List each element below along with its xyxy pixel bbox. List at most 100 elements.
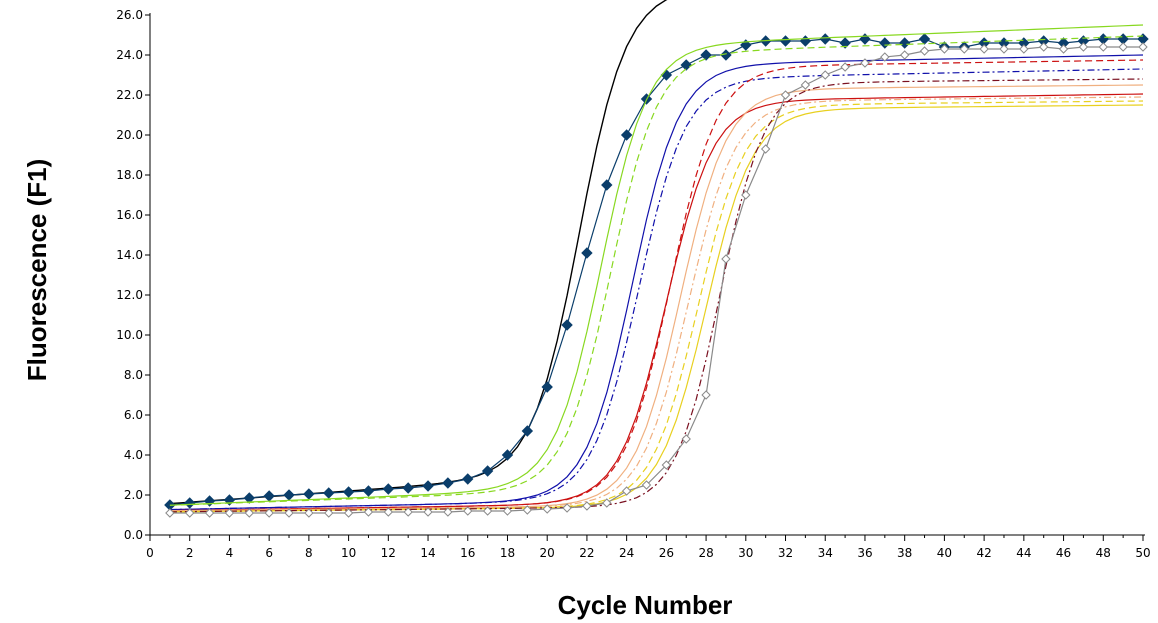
series-14-marker: [602, 498, 612, 508]
series-14-marker: [165, 508, 175, 518]
series-14-marker: [542, 504, 552, 514]
series-2-marker: [422, 480, 434, 492]
series-14-marker: [204, 508, 215, 518]
series-14-marker: [899, 50, 910, 60]
series-2-marker: [601, 179, 613, 191]
series-2-marker: [442, 477, 454, 489]
series-2-marker: [501, 449, 514, 461]
series-2-marker: [323, 487, 335, 499]
series-14-marker: [760, 144, 771, 154]
y-tick-label: 2.0: [124, 488, 143, 502]
series-14-marker: [343, 508, 354, 518]
series-14-marker: [1038, 42, 1049, 52]
x-tick-label: 12: [381, 546, 396, 560]
series-14-marker: [1078, 42, 1089, 52]
series-14-marker: [741, 190, 751, 200]
series-2-marker: [898, 37, 911, 49]
series-2-marker: [184, 497, 196, 509]
y-tick-label: 26.0: [116, 8, 143, 22]
series-2-marker: [620, 129, 633, 141]
series-14-marker: [840, 62, 850, 72]
series-2-marker: [581, 247, 593, 259]
series-14-marker: [1118, 42, 1128, 52]
series-2-marker: [303, 488, 315, 500]
y-axis-title: Fluorescence (F1): [22, 159, 52, 382]
series-14-marker: [721, 254, 731, 264]
series-14-marker: [800, 80, 811, 90]
series-2-marker: [799, 35, 812, 47]
series-2-marker: [462, 473, 474, 485]
series-14-marker: [403, 507, 413, 517]
series-14-marker: [224, 508, 235, 518]
x-tick-label: 40: [937, 546, 952, 560]
series-14-marker: [780, 90, 791, 100]
series-14-marker: [304, 508, 314, 518]
y-tick-label: 16.0: [116, 208, 143, 222]
series-14-marker: [363, 507, 374, 517]
series-14-marker: [860, 58, 870, 68]
series-line-1: [169, 0, 668, 505]
x-tick-label: 26: [659, 546, 674, 560]
series-line-7: [169, 93, 1144, 512]
x-tick-label: 46: [1056, 546, 1071, 560]
series-14-marker: [383, 507, 394, 517]
series-line-6: [169, 68, 1144, 511]
series-14-marker: [979, 44, 989, 54]
series-line-2: [169, 38, 1143, 506]
x-tick-label: 24: [619, 546, 634, 560]
series-2-marker: [879, 37, 891, 49]
series-2-marker: [918, 33, 931, 45]
x-tick-label: 50: [1135, 546, 1150, 560]
series-line-3: [169, 24, 1144, 506]
series-2-marker: [402, 482, 414, 494]
series-14-marker: [621, 486, 632, 496]
series-2-marker: [720, 49, 732, 61]
series-14-marker: [522, 505, 533, 515]
x-tick-label: 10: [341, 546, 356, 560]
series-14-marker: [502, 506, 513, 516]
x-tick-label: 32: [778, 546, 793, 560]
series-line-11: [169, 100, 1144, 513]
series-14-marker: [880, 52, 890, 62]
x-axis: 0 2 4 6 8 10 12 14 16 18 20 22 24 26 28 30 32 34 36 38 40 42 4…: [146, 534, 1151, 560]
y-tick-label: 10.0: [116, 328, 143, 342]
x-axis-title: Cycle Number: [558, 590, 733, 620]
x-tick-label: 0: [146, 546, 154, 560]
series-2-marker: [779, 35, 792, 47]
series-2-marker: [839, 37, 851, 49]
x-tick-label: 16: [460, 546, 475, 560]
y-tick-label: 12.0: [116, 288, 143, 302]
x-tick-label: 36: [857, 546, 872, 560]
y-tick-label: 20.0: [116, 128, 143, 142]
series-14-marker: [999, 44, 1009, 54]
series-2-marker: [382, 483, 395, 495]
series-line-14: [169, 46, 1143, 514]
series-2-marker: [362, 485, 375, 497]
series-14-marker: [423, 507, 433, 517]
series-14-marker: [661, 460, 672, 470]
series-14-marker: [463, 506, 473, 516]
y-tick-label: 18.0: [116, 168, 143, 182]
y-tick-label: 24.0: [116, 48, 143, 62]
x-tick-label: 6: [265, 546, 273, 560]
series-2-marker: [521, 425, 534, 437]
series-14-marker: [185, 508, 195, 518]
series-2-marker: [283, 489, 295, 501]
y-tick-label: 0.0: [124, 528, 143, 542]
series-2-marker: [481, 465, 494, 477]
series-14-marker: [681, 434, 691, 444]
series-14-marker: [582, 501, 592, 511]
series-14-marker: [324, 508, 334, 518]
series-14-marker: [701, 390, 711, 400]
y-tick-label: 4.0: [124, 448, 143, 462]
series-line-10: [169, 96, 1144, 512]
series-2-marker: [819, 33, 831, 45]
series-14-marker: [641, 480, 652, 490]
x-tick-label: 42: [976, 546, 991, 560]
series-14-marker: [959, 44, 969, 54]
series-2-marker: [263, 490, 275, 502]
x-tick-label: 44: [1016, 546, 1031, 560]
x-tick-label: 8: [305, 546, 313, 560]
y-tick-label: 14.0: [116, 248, 143, 262]
